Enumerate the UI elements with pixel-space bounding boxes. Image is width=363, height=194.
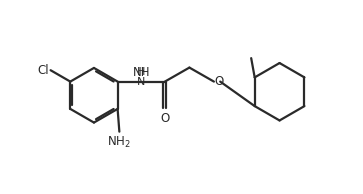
Text: N: N <box>137 77 146 87</box>
Text: O: O <box>215 75 224 88</box>
Text: Cl: Cl <box>37 64 49 77</box>
Text: O: O <box>160 112 170 125</box>
Text: NH$_2$: NH$_2$ <box>107 134 131 150</box>
Text: H: H <box>137 67 146 77</box>
Text: NH: NH <box>132 66 150 79</box>
